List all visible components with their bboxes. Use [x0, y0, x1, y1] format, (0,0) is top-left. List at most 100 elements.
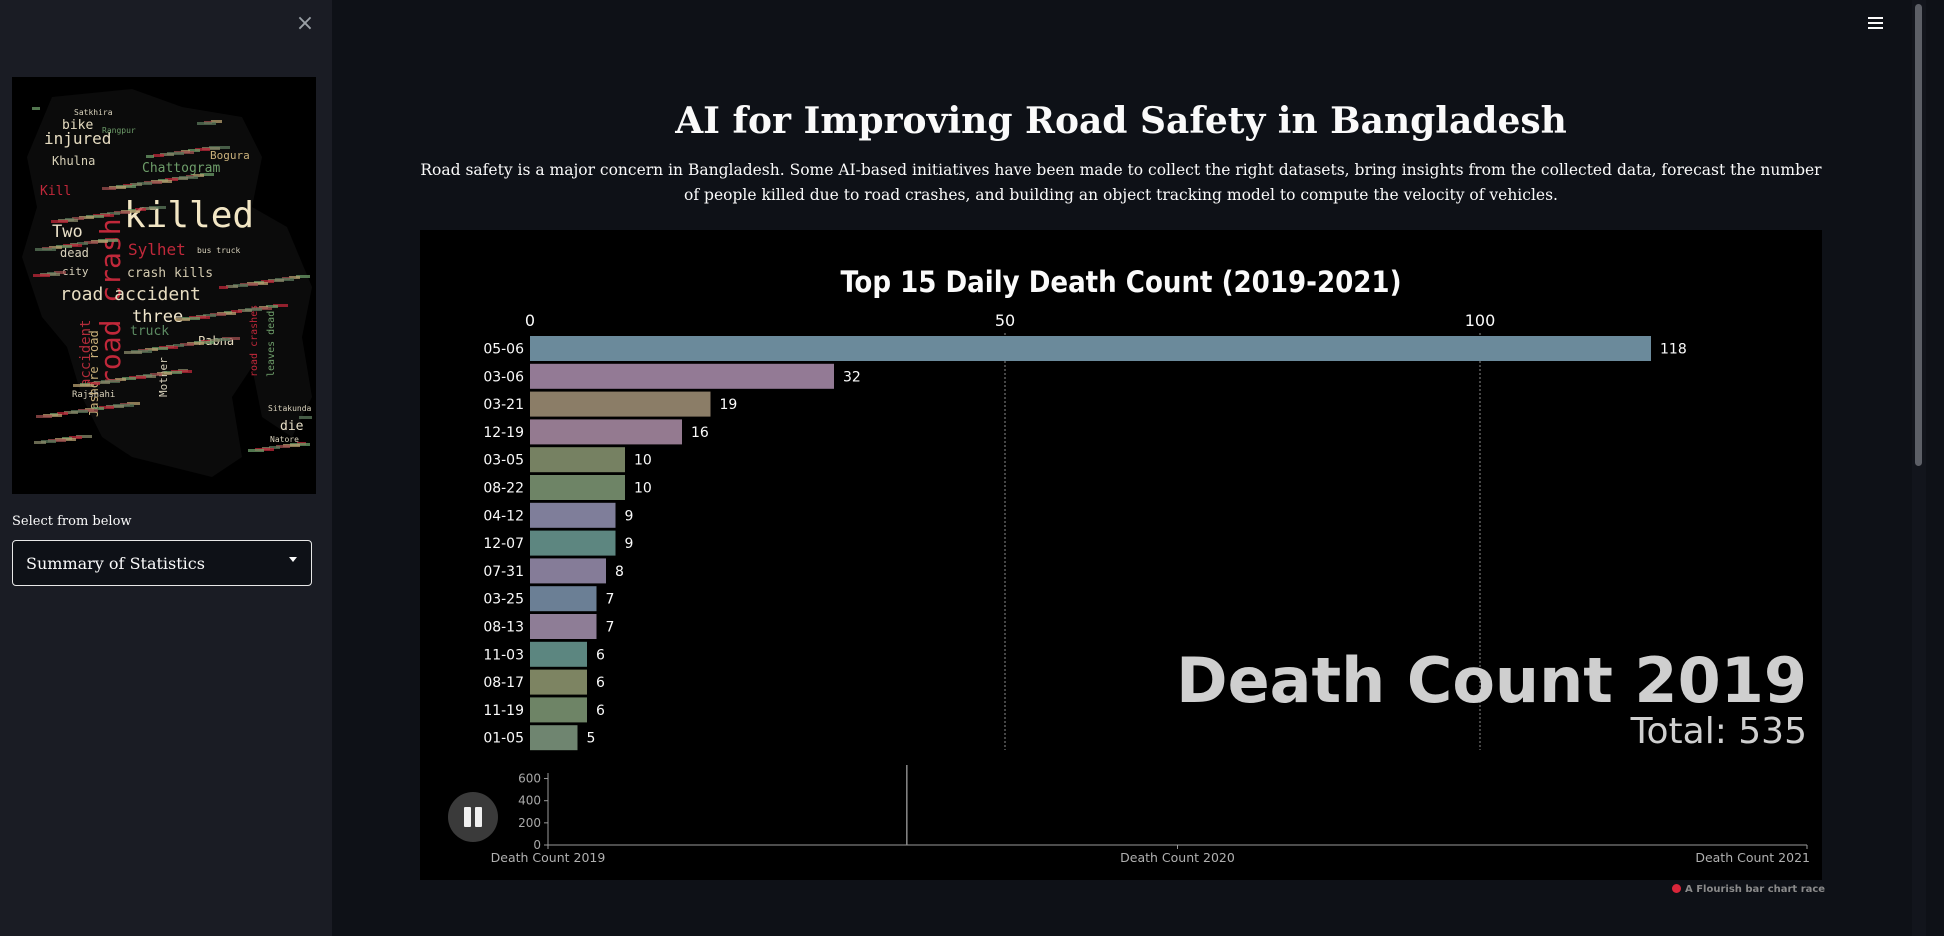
wordcloud-filler — [114, 211, 130, 214]
pause-button[interactable] — [448, 792, 498, 842]
wordcloud-filler — [208, 339, 220, 342]
flourish-credit[interactable]: A Flourish bar chart race — [1672, 884, 1825, 895]
wordcloud-filler — [160, 153, 174, 156]
category-label: 03-05 — [483, 453, 524, 469]
wordcloud-word: Mother — [157, 357, 170, 397]
wordcloud-filler — [99, 406, 114, 409]
wordcloud-filler — [283, 444, 300, 447]
timeline-x-label: Death Count 2021 — [1695, 850, 1810, 865]
pause-icon — [475, 807, 482, 827]
bar — [530, 419, 682, 445]
wordcloud-filler — [34, 441, 46, 444]
wordcloud-filler — [127, 402, 140, 405]
wordcloud-word: bus truck — [197, 246, 241, 255]
value-label: 7 — [606, 620, 615, 636]
wordcloud-filler — [54, 271, 66, 274]
wordcloud-filler — [296, 275, 310, 278]
wordcloud-word: road accident — [60, 284, 201, 305]
scrollbar-thumb[interactable] — [1915, 4, 1922, 466]
wordcloud-filler — [180, 343, 194, 346]
wordcloud-word: Rajshahi — [72, 390, 115, 400]
wordcloud-filler — [172, 177, 188, 180]
timeline-x-label: Death Count 2019 — [491, 850, 606, 865]
wordcloud-filler — [275, 278, 294, 281]
wordcloud-word: injured — [44, 129, 111, 148]
wordcloud-filler — [175, 318, 190, 321]
wordcloud-filler — [107, 212, 120, 215]
wordcloud-filler — [121, 210, 140, 213]
wordcloud-word: road crash — [94, 218, 127, 387]
wordcloud-filler — [268, 279, 284, 282]
wordcloud-filler — [217, 312, 236, 315]
wordcloud-filler — [94, 381, 110, 384]
wordcloud-filler — [167, 152, 184, 155]
wordcloud-word: Natore — [270, 435, 299, 444]
wordcloud-filler — [33, 274, 50, 277]
bar — [530, 725, 578, 751]
wordcloud-filler — [109, 186, 126, 189]
wordcloud-filler — [124, 351, 142, 354]
wordcloud-word: accident — [78, 320, 94, 387]
wordcloud-word: Jashore road — [87, 330, 101, 417]
wordcloud-word: road crashes — [249, 305, 260, 377]
bar — [530, 669, 587, 695]
bar — [530, 697, 587, 723]
timeline-y-tick-label: 0 — [533, 838, 541, 852]
wordcloud-filler — [150, 373, 162, 376]
wordcloud-filler — [197, 122, 216, 125]
x-tick-label: 100 — [1465, 311, 1496, 330]
wordcloud-filler — [261, 280, 274, 283]
category-label: 03-21 — [483, 397, 524, 413]
hamburger-menu-icon[interactable] — [1866, 14, 1886, 36]
wordcloud-filler — [188, 149, 200, 152]
wordcloud-filler — [63, 244, 82, 247]
value-label: 6 — [596, 647, 605, 663]
close-sidebar-button[interactable]: × — [295, 11, 315, 36]
timeline-y-tick-label: 400 — [518, 794, 541, 808]
wordcloud-filler — [273, 304, 288, 307]
wordcloud-word: truck — [130, 324, 169, 339]
wordcloud-filler — [276, 445, 290, 448]
wordcloud-filler — [48, 439, 66, 442]
wordcloud-word: die — [280, 419, 304, 434]
wordcloud-filler — [64, 411, 78, 414]
category-label: 08-17 — [483, 675, 524, 691]
value-label: 16 — [691, 425, 709, 441]
bar — [530, 558, 606, 584]
wordcloud-filler — [73, 384, 94, 387]
wordcloud-filler — [36, 415, 52, 418]
pause-icon — [464, 807, 471, 827]
wordcloud-word: Chattogram — [142, 161, 220, 176]
wordcloud-filler — [289, 276, 300, 279]
chart-svg: Top 15 Daily Death Count (2019-2021)0 50 1… — [483, 265, 1810, 865]
wordcloud-filler — [32, 107, 40, 110]
wordcloud-image: killed road crash road accident Two three inj… — [12, 77, 316, 494]
wordcloud-filler — [226, 285, 238, 288]
wordcloud-filler — [129, 376, 146, 379]
bar — [530, 614, 597, 639]
scrollbar[interactable] — [1912, 0, 1926, 936]
wordcloud-filler — [145, 348, 158, 351]
wordcloud-word: crash kills — [127, 266, 213, 281]
wordcloud-filler — [203, 314, 216, 317]
wordcloud-word: city — [62, 265, 89, 278]
wordcloud-filler — [137, 182, 152, 185]
wordcloud-filler — [200, 173, 214, 176]
value-label: 6 — [596, 703, 605, 719]
chevron-down-icon — [289, 557, 297, 562]
wordcloud-filler — [87, 382, 100, 385]
wordcloud-filler — [43, 414, 62, 417]
wordcloud-filler — [179, 176, 198, 179]
timeline-y-tick-label: 600 — [518, 772, 541, 786]
category-label: 12-19 — [483, 425, 524, 441]
wordcloud-filler — [142, 207, 156, 210]
wordcloud-filler — [164, 371, 182, 374]
wordcloud-filler — [86, 215, 104, 218]
category-label: 03-25 — [483, 592, 524, 608]
wordcloud-filler — [135, 208, 146, 211]
value-label: 6 — [596, 675, 605, 691]
wordcloud-filler — [193, 174, 204, 177]
page-select[interactable]: Summary of Statistics — [12, 540, 312, 586]
bar-chart-race: Top 15 Daily Death Count (2019-2021) 0 50 1… — [420, 230, 1822, 880]
wordcloud-filler — [102, 187, 116, 190]
